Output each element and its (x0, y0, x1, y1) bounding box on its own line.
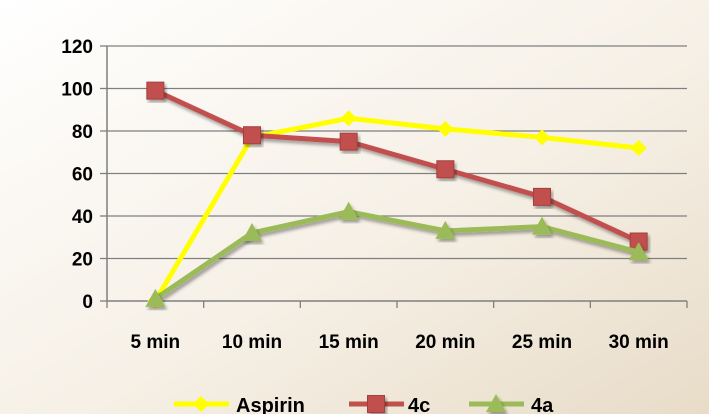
legend-marker (193, 396, 209, 412)
axes (100, 45, 688, 308)
y-tick-label: 40 (72, 207, 93, 228)
x-tick-label: 25 min (512, 332, 572, 353)
legend-marker (486, 394, 506, 412)
x-tick-label: 20 min (415, 332, 475, 353)
data-point (242, 223, 262, 241)
y-tick-label: 100 (61, 80, 93, 101)
x-tick-label: 15 min (319, 332, 379, 353)
y-tick-label: 80 (72, 122, 93, 143)
y-tick-label: 120 (61, 37, 93, 58)
data-point (145, 288, 166, 307)
tick-labels: 0 20 40 60 80 100 120 5 min 10 min 15 min 20 min 25… (61, 37, 668, 353)
legend: Aspirin 4c 4a (174, 394, 554, 414)
y-tick-label: 0 (82, 292, 93, 313)
series-line (152, 115, 642, 304)
legend-item-aspirin: Aspirin (174, 395, 305, 414)
x-tick-label: 5 min (131, 332, 181, 353)
y-tick-label: 60 (72, 165, 93, 186)
legend-label: Aspirin (236, 395, 305, 414)
data-point (436, 160, 455, 179)
data-point (339, 132, 358, 151)
data-point (243, 126, 261, 145)
data-point (437, 120, 454, 137)
data-point (532, 216, 552, 235)
series-layer (145, 81, 649, 309)
series-line (152, 209, 642, 302)
data-point (338, 201, 359, 220)
data-point (630, 140, 647, 156)
legend-marker (367, 395, 385, 413)
x-tick-label: 30 min (609, 332, 669, 353)
data-point (146, 81, 165, 100)
legend-label: 4a (531, 395, 554, 414)
data-point (533, 187, 551, 206)
series-4c (146, 81, 648, 251)
data-point (340, 110, 357, 127)
x-tick-label: 10 min (222, 332, 282, 353)
series-line (152, 88, 642, 244)
legend-label: 4c (408, 395, 430, 414)
legend-item-4a: 4a (469, 394, 554, 414)
y-tick-label: 20 (72, 250, 93, 271)
data-point (435, 220, 456, 239)
legend-item-4c: 4c (349, 395, 430, 414)
series-4a (145, 201, 649, 307)
data-point (534, 129, 550, 146)
data-point (628, 242, 649, 261)
